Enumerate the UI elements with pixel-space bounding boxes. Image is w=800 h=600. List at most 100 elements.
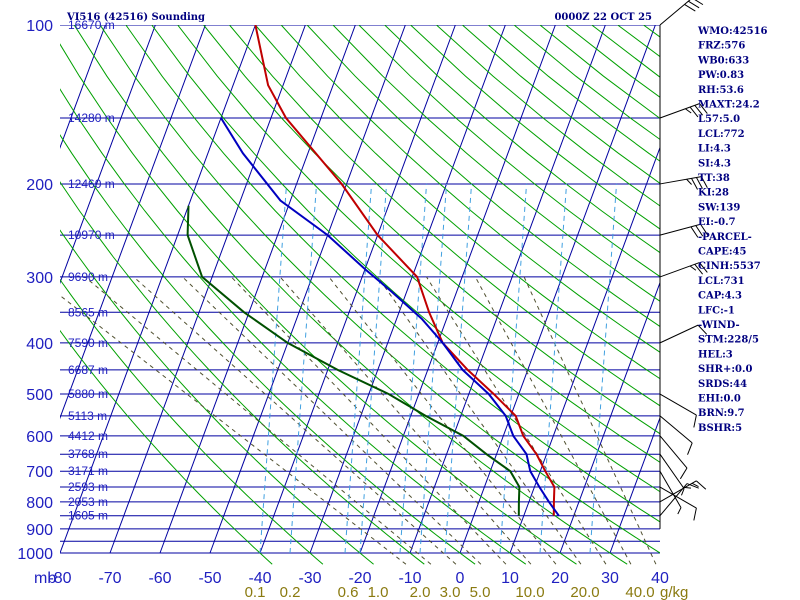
temperature-tick-label: 10 [501, 570, 519, 587]
sounding-index-item: -PARCEL- [698, 232, 752, 243]
wind-barbs [659, 0, 708, 529]
wind-barb [659, 262, 708, 278]
isotherm-line [559, 281, 660, 554]
dry-adiabat [332, 25, 660, 302]
dry-adiabat [280, 25, 660, 353]
mixing-ratio-tick-label: 10.0 [515, 584, 544, 600]
pressure-tick-label: 1000 [17, 546, 53, 563]
temperature-tick-label: 30 [601, 570, 619, 587]
dry-adiabat [60, 43, 577, 565]
dry-adiabat [254, 25, 660, 380]
height-label: 3768 m [68, 447, 108, 461]
sounding-index-item: L57:5.0 [698, 114, 740, 125]
sounding-index-item: HEL:3 [698, 349, 733, 360]
pressure-tick-label: 600 [26, 429, 53, 446]
wind-barb [659, 415, 693, 455]
sounding-index-item: PW:0.83 [698, 70, 744, 81]
sounding-index-item: SHR+:0.0 [698, 364, 752, 375]
sounding-index-item: SRDS:44 [698, 379, 747, 390]
dry-adiabat [177, 25, 660, 463]
wind-barb [659, 324, 708, 344]
isotherm-line [359, 25, 556, 554]
sounding-indices-panel: WMO:42516 FRZ:576 WB0:633 PW:0.83 RH:53.6 MAX… [697, 26, 768, 434]
height-label: 4412 m [68, 429, 108, 443]
dry-adiabat [151, 25, 660, 493]
dry-adiabat [60, 229, 374, 565]
moist-adiabat [133, 276, 457, 565]
pressure-tick-label: 700 [26, 464, 53, 481]
dry-adiabat [358, 25, 660, 278]
sounding-index-item: BSHR:5 [698, 423, 742, 434]
isotherm-line [609, 416, 660, 554]
pressure-tick-labels: 100 200 300 400 500 600 700 800 900 1000 [17, 18, 53, 563]
height-label: 12460 m [68, 177, 115, 191]
sounding-index-item: RH:53.6 [698, 85, 744, 96]
temperature-tick-label: -70 [98, 570, 121, 587]
wind-barb [659, 393, 697, 428]
dry-adiabat [99, 25, 660, 554]
pressure-tick-label: 300 [26, 270, 53, 287]
mixing-ratio-line [259, 183, 288, 554]
moist-adiabat [182, 276, 482, 565]
wind-barb [659, 483, 699, 517]
isotherm-line [60, 25, 106, 150]
wind-barb [659, 470, 682, 515]
wind-barb [659, 176, 708, 190]
wind-barb [659, 0, 704, 26]
chart-title: VI516 (42516) Sounding [66, 12, 205, 23]
isotherm-line [409, 25, 606, 554]
mixing-ratio-line [399, 183, 428, 554]
mixing-ratio-line [359, 183, 388, 554]
moist-adiabat [230, 276, 507, 565]
pressure-tick-label: 800 [26, 495, 53, 512]
virtual-temperature-profile [220, 117, 560, 517]
wind-barb [659, 223, 708, 238]
mixing-ratio-tick-label: 0.2 [280, 584, 301, 600]
height-label: 9690 m [68, 270, 108, 284]
isotherm-line [60, 25, 156, 285]
wind-barb [659, 103, 708, 119]
height-label: 6687 m [68, 363, 108, 377]
moist-adiabat [60, 294, 407, 565]
sounding-index-item: CAPE:45 [698, 247, 747, 258]
temperature-tick-label: 20 [551, 570, 569, 587]
dry-adiabat [306, 25, 660, 328]
temperature-tick-label: -50 [198, 570, 221, 587]
sounding-index-item: -WIND- [698, 320, 740, 331]
wind-barb [659, 435, 688, 480]
moist-adiabat [377, 276, 582, 565]
temperature-tick-label: -40 [248, 570, 271, 587]
temperature-tick-label: 40 [651, 570, 669, 587]
sounding-index-item: LCL:772 [698, 129, 745, 140]
sounding-index-item: KI:28 [698, 188, 729, 199]
mixing-ratio-tick-label: 3.0 [440, 584, 461, 600]
sounding-index-item: EHI:0.0 [698, 394, 741, 405]
sounding-index-item: CAP:4.3 [698, 291, 742, 302]
sounding-index-item: WB0:633 [697, 55, 749, 66]
sounding-index-item: SI:4.3 [698, 158, 731, 169]
dry-adiabat [384, 25, 660, 254]
temperature-profile [254, 25, 556, 516]
sounding-index-item: TT:38 [698, 173, 730, 184]
mixing-ratio-line [539, 183, 568, 554]
sounding-index-item: EI:-0.7 [698, 217, 736, 228]
mixing-ratio-lines [259, 183, 618, 554]
height-label: 10970 m [68, 228, 115, 242]
dewpoint-profile [186, 205, 521, 516]
height-label: 14280 m [68, 111, 115, 125]
height-label: 3171 m [68, 464, 108, 478]
mixing-ratio-unit: g/kg [660, 584, 688, 600]
temperature-tick-label: 0 [456, 570, 465, 587]
sounding-index-item: LCL:731 [698, 276, 745, 287]
dry-adiabat [60, 88, 527, 565]
wind-barb [659, 453, 685, 496]
moist-adiabat [426, 276, 607, 565]
moist-adiabat [523, 276, 657, 565]
sounding-index-item: CINH:5537 [698, 261, 761, 272]
temperature-tick-label: -30 [298, 570, 321, 587]
sounding-profiles [186, 25, 560, 517]
pressure-tick-label: 100 [26, 18, 53, 35]
dry-adiabat [203, 25, 660, 435]
height-label: 1605 m [68, 509, 108, 523]
